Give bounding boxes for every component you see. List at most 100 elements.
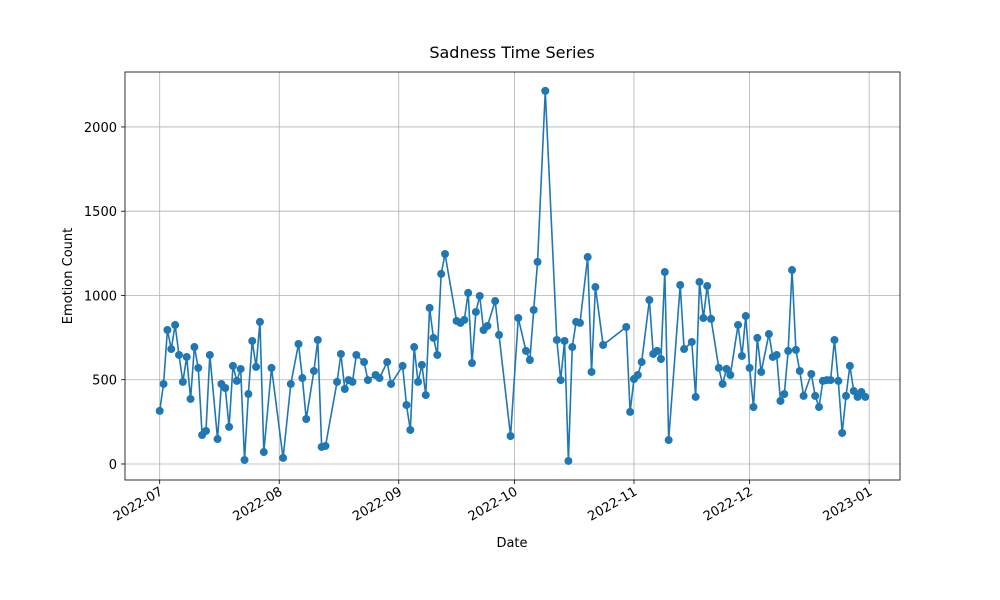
marker bbox=[722, 364, 731, 373]
marker bbox=[201, 426, 210, 435]
marker bbox=[460, 315, 469, 324]
marker bbox=[309, 366, 318, 375]
y-axis-label: Emotion Count bbox=[61, 228, 76, 324]
marker bbox=[186, 394, 195, 403]
marker bbox=[745, 363, 754, 372]
marker bbox=[734, 320, 743, 329]
marker bbox=[244, 390, 253, 399]
marker bbox=[529, 305, 538, 314]
marker bbox=[626, 407, 635, 416]
marker bbox=[321, 441, 330, 450]
marker bbox=[575, 318, 584, 327]
marker bbox=[406, 425, 415, 434]
marker bbox=[471, 307, 480, 316]
marker bbox=[591, 283, 600, 292]
marker bbox=[560, 336, 569, 345]
marker bbox=[182, 352, 191, 361]
marker bbox=[807, 369, 816, 378]
marker bbox=[842, 391, 851, 400]
marker bbox=[417, 360, 426, 369]
marker bbox=[437, 269, 446, 278]
marker bbox=[645, 296, 654, 305]
marker bbox=[286, 379, 295, 388]
marker bbox=[533, 257, 542, 266]
marker bbox=[838, 428, 847, 437]
marker bbox=[174, 350, 183, 359]
marker bbox=[664, 436, 673, 445]
marker bbox=[653, 346, 662, 355]
marker bbox=[622, 322, 631, 331]
marker bbox=[375, 374, 384, 383]
marker bbox=[680, 345, 689, 354]
marker bbox=[811, 391, 820, 400]
marker bbox=[764, 330, 773, 339]
marker bbox=[333, 377, 342, 386]
marker bbox=[788, 266, 797, 275]
marker bbox=[475, 291, 484, 300]
marker bbox=[159, 379, 168, 388]
marker bbox=[776, 396, 785, 405]
marker bbox=[599, 341, 608, 350]
marker bbox=[795, 366, 804, 375]
marker bbox=[676, 281, 685, 290]
marker bbox=[178, 377, 187, 386]
marker bbox=[587, 367, 596, 376]
marker bbox=[703, 282, 712, 291]
marker bbox=[279, 453, 288, 462]
marker bbox=[348, 377, 357, 386]
marker bbox=[707, 314, 716, 323]
y-tick-label: 0 bbox=[109, 458, 117, 473]
marker bbox=[861, 392, 870, 401]
marker bbox=[506, 432, 515, 441]
marker bbox=[568, 343, 577, 352]
marker bbox=[799, 391, 808, 400]
marker bbox=[791, 345, 800, 354]
marker bbox=[834, 376, 843, 385]
marker bbox=[441, 250, 450, 259]
marker bbox=[225, 422, 234, 431]
marker bbox=[248, 336, 257, 345]
marker bbox=[741, 312, 750, 321]
marker bbox=[294, 340, 303, 348]
marker bbox=[194, 363, 203, 372]
marker bbox=[845, 361, 854, 370]
marker bbox=[718, 379, 727, 388]
marker bbox=[514, 314, 523, 323]
marker bbox=[340, 384, 349, 393]
marker bbox=[298, 374, 307, 383]
marker bbox=[255, 317, 264, 326]
marker bbox=[410, 343, 419, 352]
marker bbox=[352, 350, 361, 359]
marker bbox=[784, 346, 793, 355]
chart-title: Sadness Time Series bbox=[429, 43, 594, 62]
marker bbox=[714, 363, 723, 372]
marker bbox=[267, 363, 276, 372]
marker bbox=[564, 456, 573, 465]
marker bbox=[360, 358, 369, 367]
marker bbox=[699, 314, 708, 323]
marker bbox=[236, 364, 245, 373]
marker bbox=[637, 358, 646, 367]
marker bbox=[737, 351, 746, 360]
marker bbox=[363, 376, 372, 385]
marker bbox=[302, 414, 311, 423]
y-tick-label: 1000 bbox=[84, 289, 117, 304]
marker bbox=[232, 376, 241, 385]
marker bbox=[163, 326, 172, 335]
plot-frame bbox=[124, 71, 901, 481]
marker bbox=[155, 406, 164, 415]
y-tick-label: 2000 bbox=[84, 121, 117, 136]
marker bbox=[167, 345, 176, 354]
marker bbox=[495, 330, 504, 339]
marker bbox=[780, 390, 789, 399]
y-tick-label: 500 bbox=[92, 374, 117, 389]
marker bbox=[425, 303, 434, 312]
marker bbox=[171, 320, 180, 329]
marker bbox=[414, 377, 423, 386]
marker bbox=[826, 376, 835, 385]
marker bbox=[336, 349, 345, 358]
marker bbox=[695, 277, 704, 286]
marker bbox=[656, 354, 665, 363]
marker bbox=[552, 335, 561, 344]
